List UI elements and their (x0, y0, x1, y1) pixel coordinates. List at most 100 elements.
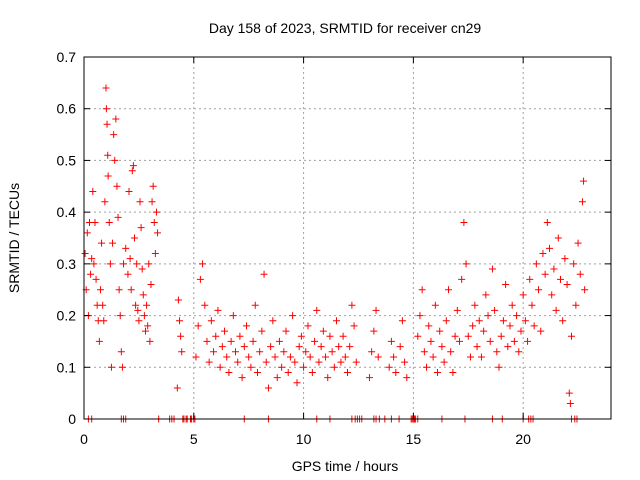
data-point (484, 312, 492, 320)
data-point (218, 343, 226, 351)
data-point (174, 296, 182, 304)
data-point (124, 270, 132, 278)
data-point (561, 255, 569, 263)
data-point (210, 348, 218, 356)
data-point (232, 348, 240, 356)
data-point (154, 229, 162, 237)
data-point (550, 265, 558, 273)
data-point (365, 374, 373, 382)
data-point (572, 301, 580, 309)
data-point (392, 368, 400, 376)
data-point (138, 265, 146, 273)
data-point (286, 353, 294, 361)
data-point (499, 317, 507, 325)
data-point (284, 368, 292, 376)
data-point (469, 322, 477, 330)
y-tick-label: 0.7 (57, 49, 77, 65)
data-point (315, 358, 323, 366)
y-tick-label: 0.3 (57, 256, 77, 272)
data-point (81, 250, 89, 258)
data-point (117, 348, 125, 356)
data-point (289, 312, 297, 320)
data-point (151, 250, 159, 258)
data-point (530, 322, 538, 330)
data-point (451, 332, 459, 340)
data-point (427, 337, 435, 345)
data-point (149, 182, 157, 190)
data-point (273, 374, 281, 382)
data-point (528, 301, 536, 309)
data-point (486, 337, 494, 345)
data-point (135, 317, 143, 325)
data-point (148, 198, 156, 206)
data-point (302, 348, 310, 356)
data-point (477, 353, 485, 361)
data-point (275, 337, 283, 345)
data-point (556, 275, 564, 283)
data-point (107, 363, 115, 371)
data-point (368, 348, 376, 356)
data-point (403, 374, 411, 382)
data-point (420, 348, 428, 356)
y-tick-label: 0.2 (57, 308, 77, 324)
data-point (150, 218, 158, 226)
data-point (128, 167, 136, 175)
data-point (88, 255, 96, 263)
data-point (552, 306, 560, 314)
data-point (112, 115, 120, 123)
data-point (207, 317, 215, 325)
data-point (109, 239, 117, 247)
data-point (229, 312, 237, 320)
data-point (201, 301, 209, 309)
data-point (504, 343, 512, 351)
data-point (260, 270, 268, 278)
data-point (515, 348, 523, 356)
data-point (335, 343, 343, 351)
data-point (532, 260, 540, 268)
data-point (146, 337, 154, 345)
data-point (526, 275, 534, 283)
data-point (267, 343, 275, 351)
data-point (295, 343, 303, 351)
data-point (423, 363, 431, 371)
data-point (247, 363, 255, 371)
data-point (139, 291, 147, 299)
data-point (390, 353, 398, 361)
data-point (398, 317, 406, 325)
grid (84, 57, 611, 419)
data-point (445, 286, 453, 294)
data-point (418, 286, 426, 294)
data-point (440, 358, 448, 366)
data-point (567, 332, 575, 340)
data-point (234, 358, 242, 366)
data-point (322, 353, 330, 361)
data-point (282, 327, 290, 335)
data-point (251, 301, 259, 309)
data-point (194, 322, 202, 330)
data-point (333, 317, 341, 325)
data-point (216, 363, 224, 371)
data-point (543, 218, 551, 226)
data-point (559, 317, 567, 325)
data-point (140, 312, 148, 320)
chart-title: Day 158 of 2023, SRMTID for receiver cn2… (209, 20, 482, 36)
data-point (502, 281, 510, 289)
data-point (480, 327, 488, 335)
data-point (115, 286, 123, 294)
data-point (245, 353, 253, 361)
data-point (278, 363, 286, 371)
data-point (473, 343, 481, 351)
data-point (113, 182, 121, 190)
data-point (280, 348, 288, 356)
x-tick-label: 10 (296, 431, 312, 447)
data-point (104, 151, 112, 159)
data-point (92, 275, 100, 283)
data-point (221, 327, 229, 335)
data-point (129, 162, 137, 170)
data-point (425, 322, 433, 330)
data-point (223, 353, 231, 361)
data-point (574, 239, 582, 247)
data-point (436, 327, 444, 335)
data-point (438, 343, 446, 351)
